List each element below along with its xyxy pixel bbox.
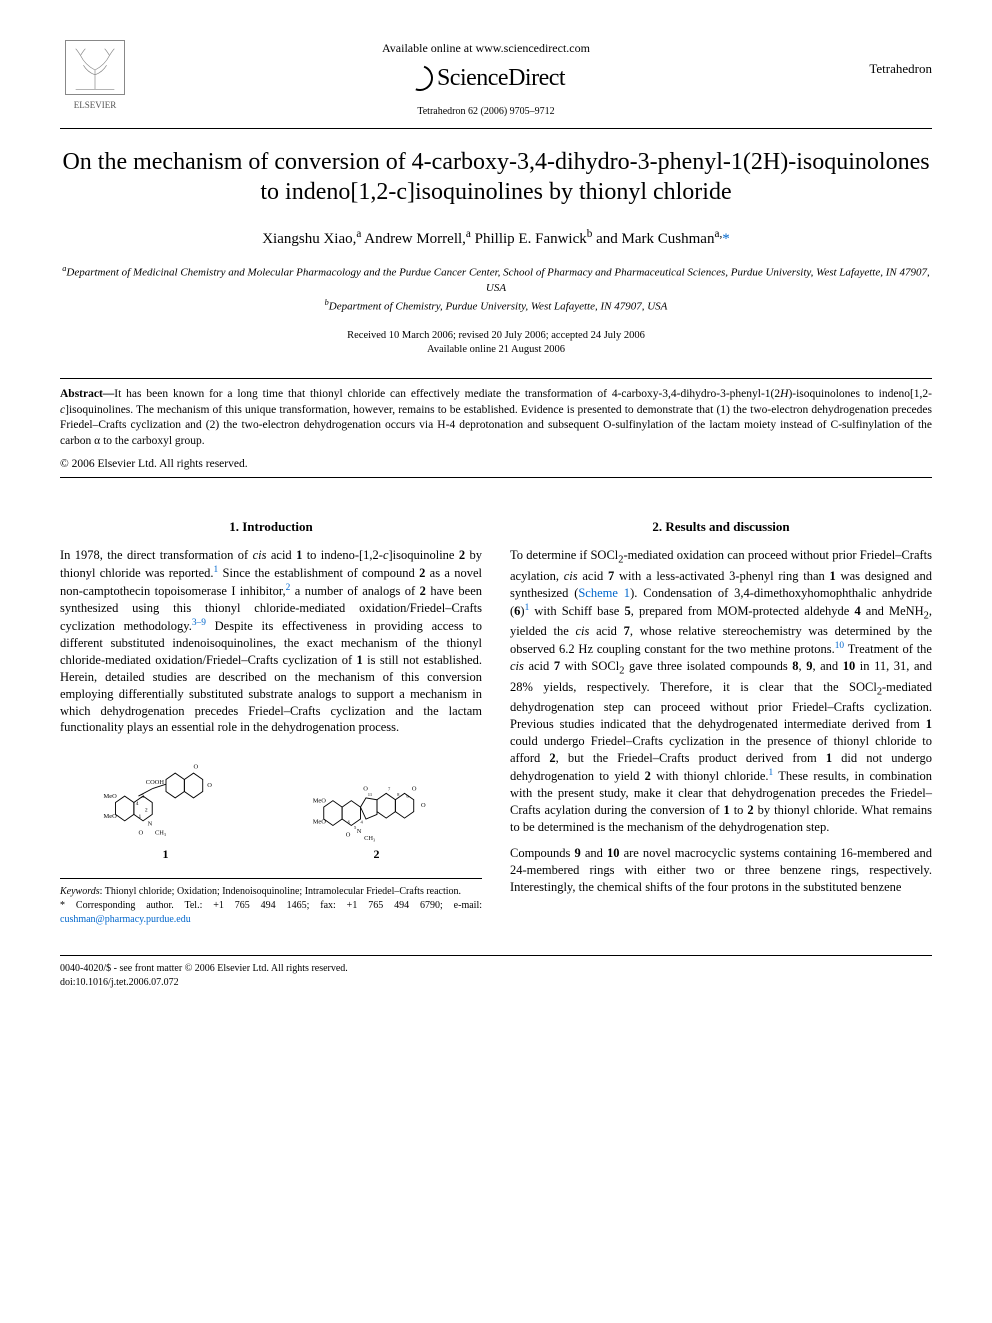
elsevier-label: ELSEVIER: [74, 100, 117, 110]
footer-doi: doi:10.1016/j.tet.2006.07.072: [60, 976, 932, 990]
results-paragraph-1: To determine if SOCl2-mediated oxidation…: [510, 547, 932, 835]
svg-text:MeO: MeO: [312, 798, 326, 805]
svg-text:7: 7: [388, 787, 391, 792]
sciencedirect-logo: ScienceDirect: [130, 62, 842, 94]
affiliations: aDepartment of Medicinal Chemistry and M…: [60, 263, 932, 314]
keywords-footnote: Keywords: Thionyl chloride; Oxidation; I…: [60, 885, 482, 899]
structure-2-svg: MeO MeO O N CH₃ O O O 11 8 7 9 5 6 4: [307, 752, 447, 844]
svg-text:4: 4: [135, 802, 138, 808]
article-header: ELSEVIER Available online at www.science…: [60, 40, 932, 120]
abstract-top-rule: [60, 378, 932, 379]
abstract: Abstract—It has been known for a long ti…: [60, 387, 932, 449]
svg-text:2: 2: [144, 808, 147, 814]
journal-reference: Tetrahedron 62 (2006) 9705–9712: [130, 105, 842, 119]
header-rule: [60, 128, 932, 129]
svg-text:3: 3: [141, 794, 144, 800]
sciencedirect-text: ScienceDirect: [437, 62, 565, 94]
svg-text:MeO: MeO: [103, 793, 117, 800]
svg-text:CH₃: CH₃: [364, 835, 375, 842]
body-columns: 1. Introduction In 1978, the direct tran…: [60, 518, 932, 928]
structure-1: MeO MeO COOH N CH₃ O O O 4 3 2 1 1: [96, 752, 236, 862]
available-online-text: Available online at www.sciencedirect.co…: [130, 40, 842, 56]
structure-2: MeO MeO O N CH₃ O O O 11 8 7 9 5 6 4 2: [307, 752, 447, 862]
abstract-bottom-rule: [60, 477, 932, 478]
affiliation-b: bDepartment of Chemistry, Purdue Univers…: [60, 297, 932, 315]
journal-name-box: Tetrahedron: [842, 40, 932, 78]
online-date: Available online 21 August 2006: [60, 343, 932, 358]
elsevier-tree-icon: [65, 40, 125, 95]
results-paragraph-2: Compounds 9 and 10 are novel macrocyclic…: [510, 845, 932, 896]
intro-paragraph: In 1978, the direct transformation of ci…: [60, 547, 482, 736]
svg-text:N: N: [356, 828, 361, 835]
structure-2-number: 2: [374, 846, 380, 862]
svg-text:11: 11: [367, 792, 372, 797]
elsevier-logo: ELSEVIER: [60, 40, 130, 120]
svg-text:6: 6: [347, 820, 350, 825]
article-title: On the mechanism of conversion of 4-carb…: [60, 147, 932, 207]
svg-text:O: O: [411, 786, 416, 793]
copyright-line: © 2006 Elsevier Ltd. All rights reserved…: [60, 457, 932, 473]
structure-1-svg: MeO MeO COOH N CH₃ O O O 4 3 2 1: [96, 752, 236, 844]
structure-1-number: 1: [163, 846, 169, 862]
svg-text:O: O: [345, 832, 350, 839]
svg-text:O: O: [138, 830, 143, 837]
intro-heading: 1. Introduction: [60, 518, 482, 536]
page-footer: 0040-4020/$ - see front matter © 2006 El…: [60, 955, 932, 990]
svg-text:O: O: [193, 764, 198, 771]
corresponding-footnote: * Corresponding author. Tel.: +1 765 494…: [60, 899, 482, 927]
results-heading: 2. Results and discussion: [510, 518, 932, 536]
sciencedirect-swoosh-icon: [403, 61, 438, 96]
footer-front-matter: 0040-4020/$ - see front matter © 2006 El…: [60, 962, 932, 976]
authors-line: Xiangshu Xiao,a Andrew Morrell,a Phillip…: [60, 227, 932, 249]
svg-text:N: N: [147, 821, 152, 828]
svg-text:O: O: [421, 802, 426, 809]
svg-text:O: O: [207, 782, 212, 789]
footnotes: Keywords: Thionyl chloride; Oxidation; I…: [60, 878, 482, 927]
corresponding-email[interactable]: cushman@pharmacy.purdue.edu: [60, 914, 191, 925]
center-header: Available online at www.sciencedirect.co…: [130, 40, 842, 118]
received-date: Received 10 March 2006; revised 20 July …: [60, 329, 932, 344]
left-column: 1. Introduction In 1978, the direct tran…: [60, 518, 482, 928]
right-column: 2. Results and discussion To determine i…: [510, 518, 932, 928]
svg-text:CH₃: CH₃: [154, 830, 165, 837]
svg-text:COOH: COOH: [145, 779, 164, 786]
svg-text:1: 1: [138, 814, 141, 820]
svg-text:MeO: MeO: [312, 819, 326, 826]
svg-text:4: 4: [360, 820, 363, 825]
chemical-structures: MeO MeO COOH N CH₃ O O O 4 3 2 1 1: [60, 752, 482, 862]
svg-text:MeO: MeO: [103, 813, 117, 820]
article-dates: Received 10 March 2006; revised 20 July …: [60, 329, 932, 358]
affiliation-a: aDepartment of Medicinal Chemistry and M…: [60, 263, 932, 296]
